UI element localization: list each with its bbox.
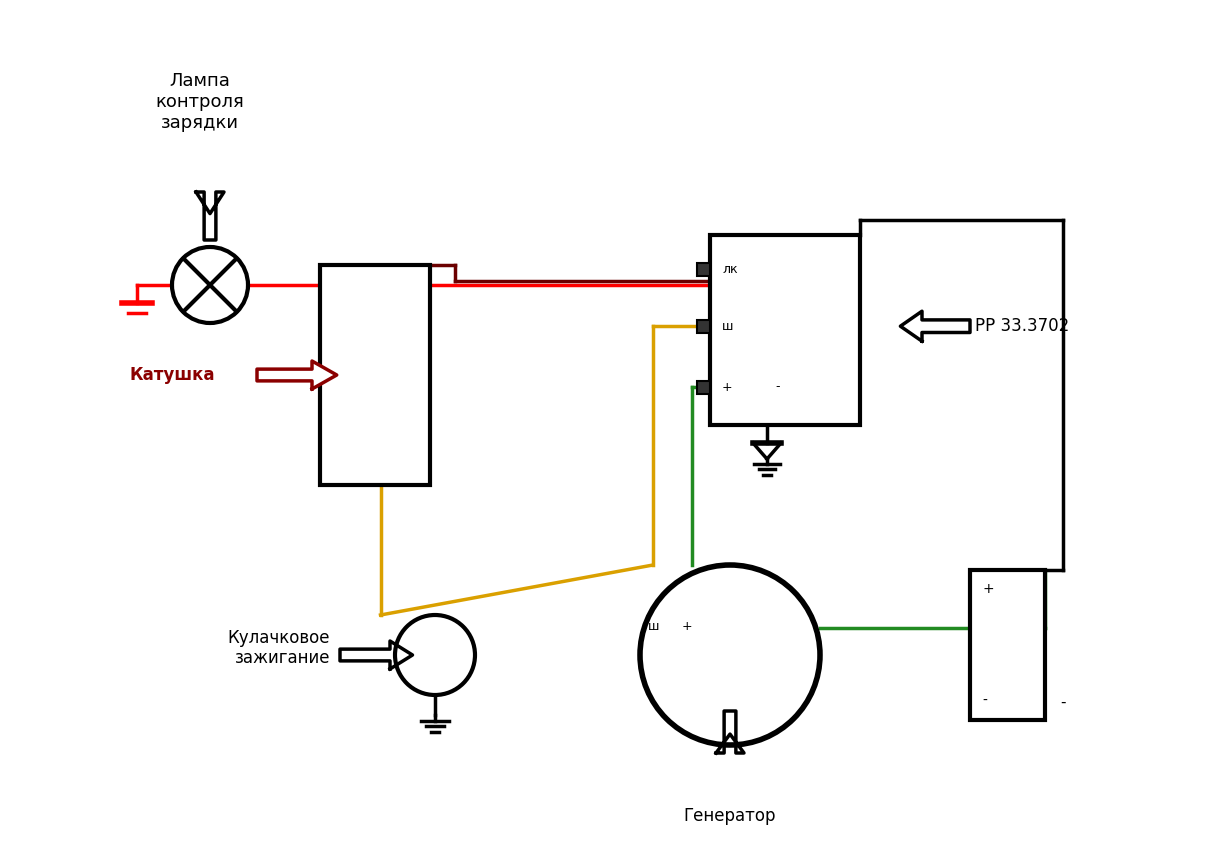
Bar [709,235,860,425]
Text: +: + [722,381,733,394]
Text: РР 33.3702: РР 33.3702 [976,317,1070,336]
Text: +: + [982,582,994,596]
Circle shape [396,615,475,695]
Polygon shape [197,192,223,240]
Circle shape [172,247,248,323]
Bar [697,381,709,394]
Circle shape [640,565,821,745]
Bar [697,320,709,333]
Text: лк: лк [722,263,737,276]
Text: Кулачковое
зажигание: Кулачковое зажигание [227,629,330,668]
Polygon shape [339,641,413,669]
Bar [320,265,430,485]
Text: -: - [775,381,779,394]
Text: Катушка: Катушка [129,366,215,384]
Text: ш: ш [722,320,734,333]
Text: Генератор: Генератор [684,807,777,825]
Text: -: - [1060,695,1066,710]
Text: Лампа
контроля
зарядки: Лампа контроля зарядки [155,73,244,132]
Text: ш: ш [648,619,659,632]
Bar [697,263,709,276]
Polygon shape [900,311,969,341]
Polygon shape [716,711,744,753]
Bar [969,570,1045,720]
Text: -: - [982,694,987,708]
Polygon shape [256,361,337,389]
Text: +: + [683,619,692,632]
